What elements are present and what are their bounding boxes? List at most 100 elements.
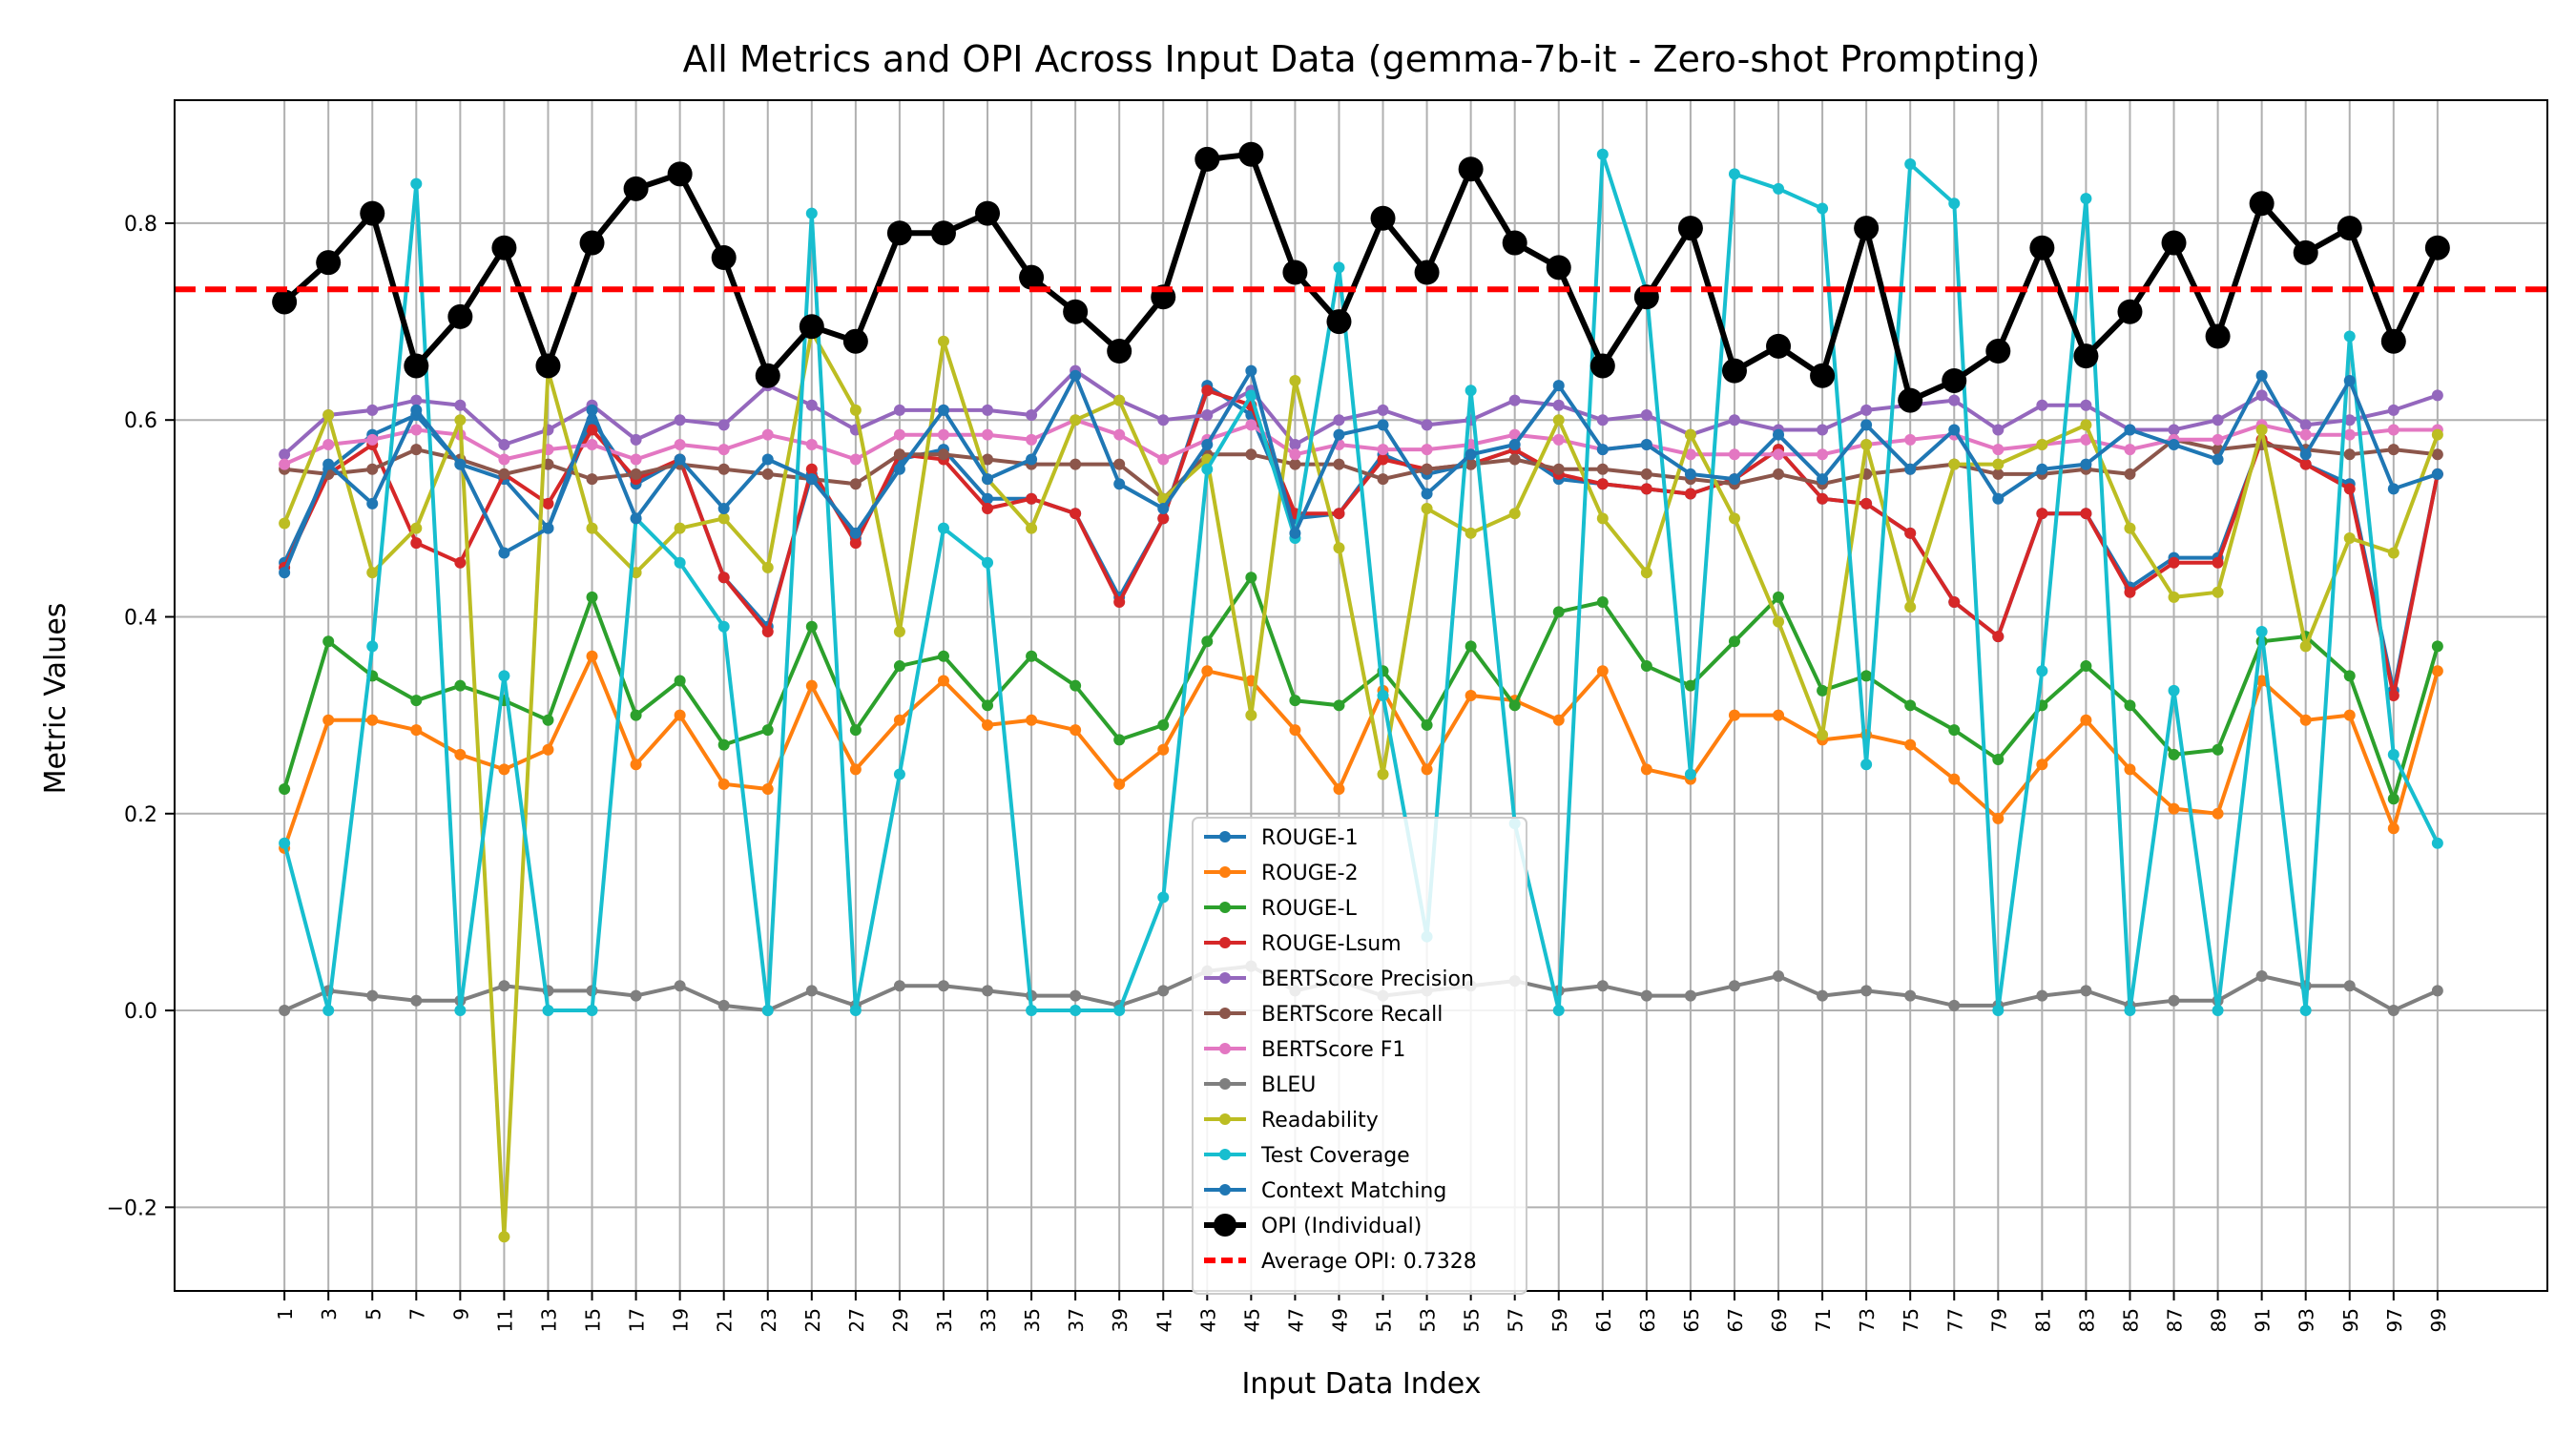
data-point bbox=[2387, 547, 2399, 559]
data-point bbox=[279, 837, 291, 849]
data-point bbox=[1421, 463, 1433, 475]
data-point bbox=[667, 161, 693, 187]
data-point bbox=[1201, 463, 1214, 475]
data-point bbox=[542, 497, 554, 510]
data-point bbox=[1904, 738, 1917, 751]
data-point bbox=[717, 419, 730, 431]
legend-label: ROUGE-1 bbox=[1261, 826, 1359, 850]
data-point bbox=[498, 670, 510, 682]
x-tick-label: 55 bbox=[1461, 1308, 1484, 1332]
data-point bbox=[805, 473, 818, 486]
data-point bbox=[2080, 714, 2092, 726]
data-point bbox=[1766, 333, 1792, 359]
data-point bbox=[410, 522, 423, 534]
data-point bbox=[2431, 665, 2443, 677]
x-tick-label: 21 bbox=[714, 1308, 737, 1332]
data-point bbox=[1421, 718, 1433, 731]
x-tick-label: 43 bbox=[1196, 1308, 1219, 1332]
data-point bbox=[893, 448, 905, 461]
data-point bbox=[1684, 679, 1696, 692]
data-point bbox=[322, 409, 335, 422]
x-tick-label: 77 bbox=[1943, 1308, 1966, 1332]
data-point bbox=[2337, 216, 2362, 241]
data-point bbox=[2431, 468, 2443, 480]
data-point bbox=[1113, 1005, 1126, 1017]
plot-area bbox=[175, 141, 2547, 1243]
data-point bbox=[2036, 989, 2048, 1002]
legend-label: ROUGE-2 bbox=[1261, 862, 1359, 885]
data-point bbox=[2168, 424, 2180, 436]
data-point bbox=[1552, 414, 1565, 426]
data-point bbox=[2212, 556, 2224, 569]
data-point bbox=[1860, 759, 1873, 771]
x-tick-label: 41 bbox=[1153, 1308, 1175, 1332]
data-point bbox=[1026, 522, 1038, 534]
data-point bbox=[1728, 448, 1740, 461]
data-point bbox=[454, 748, 467, 760]
data-point bbox=[498, 468, 510, 480]
data-point bbox=[799, 314, 824, 340]
y-tick-label: 0.0 bbox=[124, 1000, 157, 1024]
data-point bbox=[1326, 309, 1352, 335]
series-line bbox=[282, 368, 2439, 573]
data-point bbox=[1289, 438, 1301, 450]
data-point bbox=[2343, 448, 2356, 461]
x-tick-label: 75 bbox=[1900, 1308, 1922, 1332]
data-point bbox=[2080, 458, 2092, 470]
data-point bbox=[1070, 724, 1082, 737]
data-point bbox=[1377, 453, 1389, 466]
data-point bbox=[1377, 419, 1389, 431]
x-tick-label: 83 bbox=[2075, 1308, 2098, 1332]
data-point bbox=[2299, 714, 2312, 726]
x-tick-label: 59 bbox=[1548, 1308, 1571, 1332]
data-point bbox=[1070, 679, 1082, 692]
data-point bbox=[360, 200, 385, 226]
x-tick-label: 3 bbox=[318, 1308, 341, 1321]
data-point bbox=[586, 591, 598, 603]
data-point bbox=[1904, 699, 1917, 712]
x-tick-label: 39 bbox=[1109, 1308, 1132, 1332]
data-point bbox=[1948, 424, 1961, 436]
data-point bbox=[623, 176, 649, 201]
data-point bbox=[2343, 980, 2356, 992]
data-point bbox=[2080, 399, 2092, 411]
data-point bbox=[1985, 339, 2011, 364]
data-point bbox=[579, 230, 605, 256]
data-point bbox=[2036, 463, 2048, 475]
data-point bbox=[2431, 640, 2443, 653]
data-point bbox=[842, 328, 868, 354]
data-point bbox=[1773, 428, 1785, 441]
data-point bbox=[1195, 146, 1220, 172]
data-point bbox=[805, 679, 818, 692]
data-point bbox=[1070, 508, 1082, 520]
legend-entry: BERTScore Recall bbox=[1204, 1003, 1443, 1027]
data-point bbox=[1289, 724, 1301, 737]
data-point bbox=[2343, 483, 2356, 495]
data-point bbox=[982, 404, 994, 416]
x-tick-label: 87 bbox=[2164, 1308, 2187, 1332]
data-point bbox=[498, 438, 510, 450]
legend-label: Test Coverage bbox=[1260, 1144, 1410, 1168]
legend-entry: BERTScore F1 bbox=[1204, 1038, 1405, 1062]
data-point bbox=[1333, 414, 1345, 426]
data-point bbox=[1157, 718, 1170, 731]
x-tick-label: 51 bbox=[1373, 1308, 1396, 1332]
data-point bbox=[1773, 969, 1785, 982]
data-point bbox=[1026, 714, 1038, 726]
data-point bbox=[1113, 394, 1126, 406]
data-point bbox=[893, 428, 905, 441]
data-point bbox=[1992, 1005, 2005, 1017]
data-point bbox=[1948, 773, 1961, 785]
data-point bbox=[2387, 444, 2399, 456]
chart-title: All Metrics and OPI Across Input Data (g… bbox=[683, 38, 2041, 80]
data-point bbox=[1640, 660, 1652, 673]
data-point bbox=[1904, 527, 1917, 539]
data-point bbox=[2168, 438, 2180, 450]
legend-box bbox=[1192, 817, 1527, 1295]
data-point bbox=[2343, 670, 2356, 682]
legend-label: OPI (Individual) bbox=[1261, 1215, 1422, 1238]
data-point bbox=[1640, 438, 1652, 450]
data-point bbox=[279, 782, 291, 795]
x-tick-label: 11 bbox=[493, 1308, 516, 1332]
data-point bbox=[1289, 458, 1301, 470]
